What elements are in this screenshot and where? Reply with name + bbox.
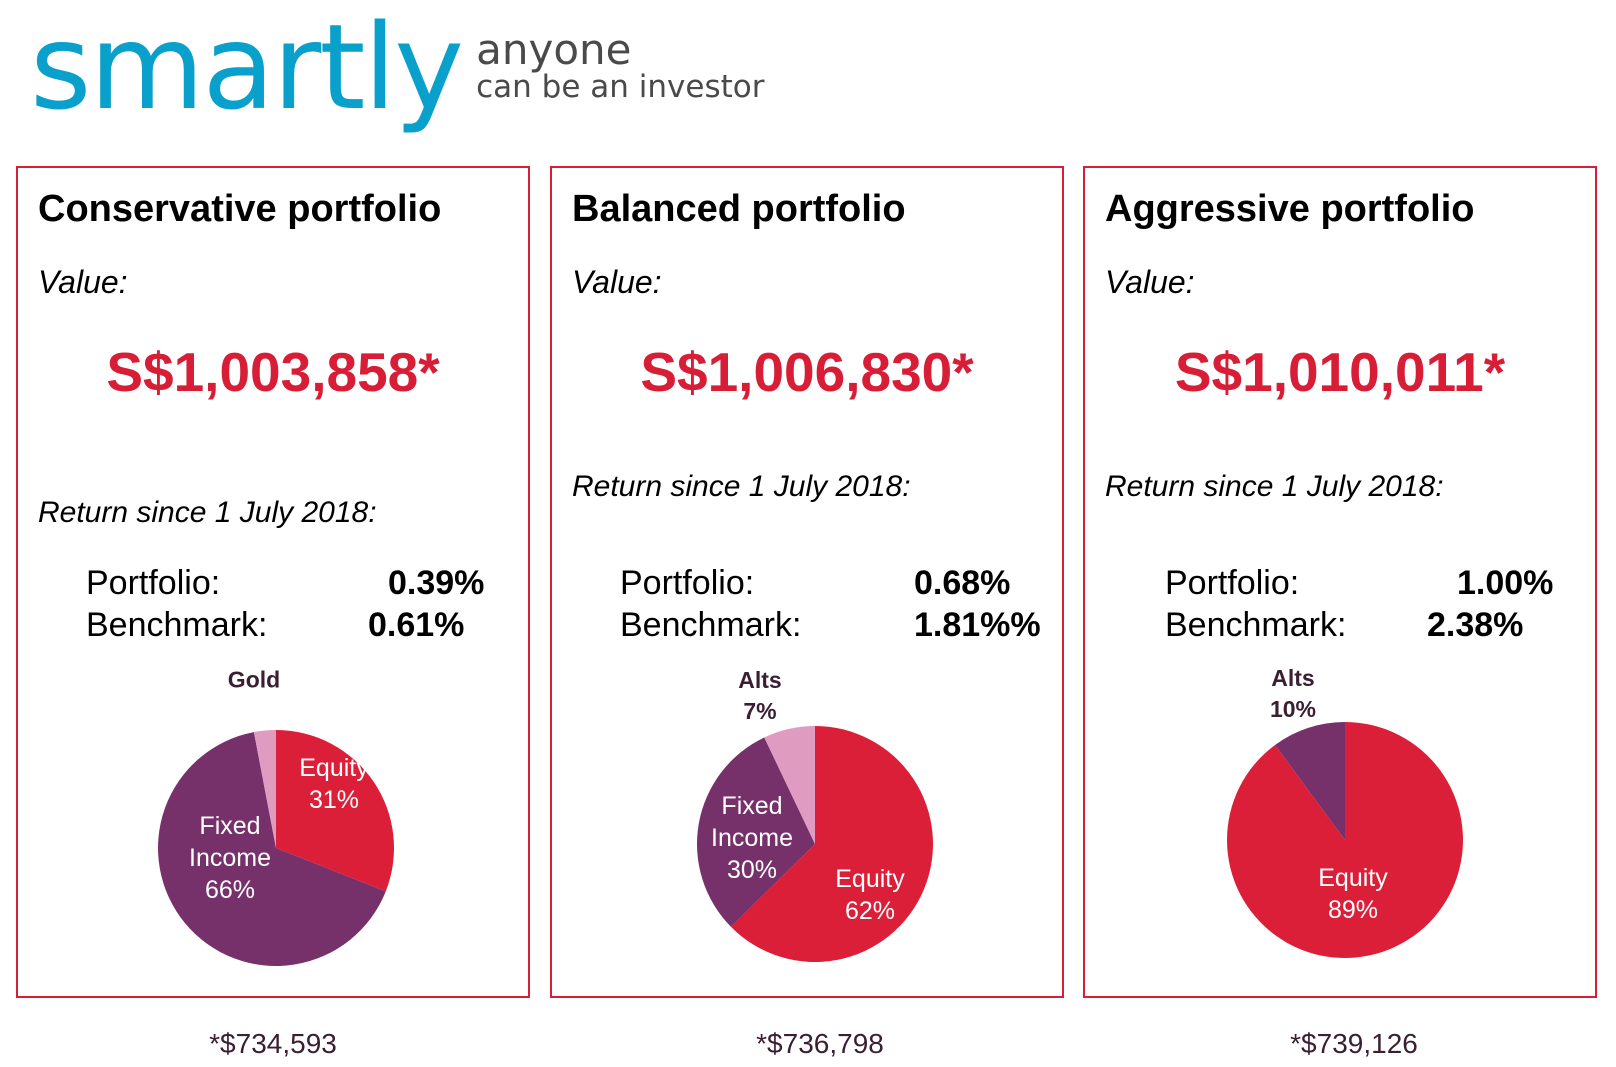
portfolio-value: S$1,003,858* xyxy=(106,341,440,403)
benchmark-label: Benchmark: xyxy=(1165,606,1347,644)
portfolio-return-label: Portfolio: xyxy=(86,564,221,602)
pie-label-gold: Gold xyxy=(227,666,281,693)
aggressive-portfolio-card: Aggressive portfolio Value: S$1,010,011*… xyxy=(1083,166,1597,998)
tagline-line1: anyone xyxy=(476,25,632,75)
pie-label-equity: Equity 31% xyxy=(299,754,369,814)
portfolio-return-label: Portfolio: xyxy=(1165,564,1300,602)
value-label: Value: xyxy=(1105,264,1195,300)
allocation-pie-chart xyxy=(1226,722,1463,959)
balanced-portfolio-card: Balanced portfolio Value: S$1,006,830* R… xyxy=(550,166,1064,998)
pie-slice-alts xyxy=(764,726,815,844)
conservative-portfolio-card: Conservative portfolio Value: S$1,003,85… xyxy=(16,166,530,998)
logo-brand: smartly xyxy=(30,0,464,136)
logo-tagline: anyone can be an investor xyxy=(476,29,764,104)
pie-slice-fixed-income xyxy=(696,737,815,927)
pie-slice-equity xyxy=(730,726,933,963)
footnote-aggressive: *$739,126 xyxy=(1290,1028,1418,1059)
portfolio-return-value: 0.68% xyxy=(914,564,1011,602)
portfolio-return-value: 0.39% xyxy=(388,564,485,602)
footnote-balanced: *$736,798 xyxy=(756,1028,884,1059)
card-title: Balanced portfolio xyxy=(572,188,906,230)
benchmark-value: 0.61% xyxy=(368,606,465,644)
benchmark-value: 1.81%% xyxy=(914,606,1041,644)
pie-label-alts: Alts 10% xyxy=(1269,665,1317,722)
pie-label-equity: Equity 89% xyxy=(1318,864,1388,924)
pie-label-equity: Equity 62% xyxy=(835,865,905,925)
value-label: Value: xyxy=(38,264,128,300)
smartly-logo: smartly anyone can be an investor xyxy=(30,8,764,126)
card-title: Aggressive portfolio xyxy=(1105,188,1475,230)
pie-slice-alts xyxy=(1275,722,1345,840)
return-label: Return since 1 July 2018: xyxy=(38,496,377,529)
pie-slice-equity xyxy=(276,730,394,892)
portfolio-return-value: 1.00% xyxy=(1457,564,1554,602)
pie-label-alts: Alts 7% xyxy=(738,667,782,724)
pie-label-fixed-income: Fixed Income 66% xyxy=(189,812,271,904)
value-label: Value: xyxy=(572,264,662,300)
allocation-pie-chart xyxy=(157,730,394,966)
pie-slice-fixed-income xyxy=(157,732,386,966)
portfolio-return-label: Portfolio: xyxy=(620,564,755,602)
card-title: Conservative portfolio xyxy=(38,188,442,230)
portfolio-value: S$1,006,830* xyxy=(640,341,974,403)
tagline-line2: can be an investor xyxy=(476,69,765,106)
benchmark-label: Benchmark: xyxy=(86,606,268,644)
allocation-pie-chart xyxy=(696,726,933,963)
return-label: Return since 1 July 2018: xyxy=(572,470,911,503)
pie-slice-equity xyxy=(1226,722,1463,959)
portfolio-value: S$1,010,011* xyxy=(1174,341,1506,403)
pie-slice-gold xyxy=(253,730,276,848)
pie-label-fixed-income: Fixed Income 30% xyxy=(711,792,793,884)
return-label: Return since 1 July 2018: xyxy=(1105,470,1444,503)
benchmark-label: Benchmark: xyxy=(620,606,802,644)
footnote-conservative: *$734,593 xyxy=(209,1028,337,1059)
benchmark-value: 2.38% xyxy=(1427,606,1524,644)
